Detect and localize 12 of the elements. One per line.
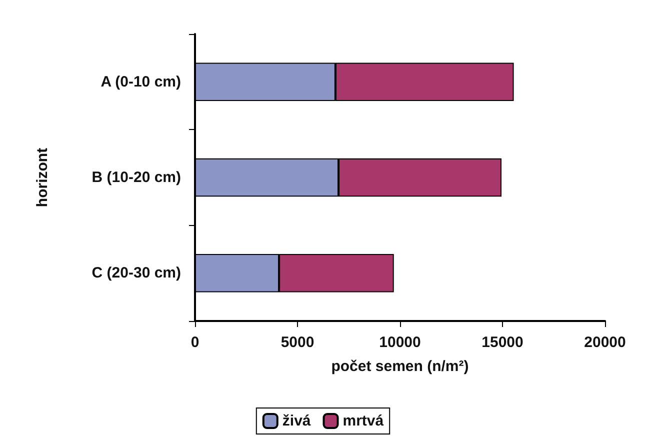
y-axis-title: horizont: [34, 148, 51, 208]
x-tick-label: 10000: [379, 334, 421, 351]
x-tick-label: 20000: [584, 334, 626, 351]
x-axis-title: počet semen (n/m²): [331, 358, 469, 375]
x-tick-label: 15000: [482, 334, 524, 351]
y-tick-label: A (0-10 cm): [100, 73, 181, 90]
x-tick-label: 5000: [280, 334, 314, 351]
y-tick-label: B (10-20 cm): [92, 169, 182, 186]
legend-label: mrtvá: [342, 412, 384, 430]
y-tick-label: C (20-30 cm): [92, 264, 182, 282]
legend-label: živá: [282, 412, 312, 430]
x-tick-label: 0: [190, 334, 200, 351]
